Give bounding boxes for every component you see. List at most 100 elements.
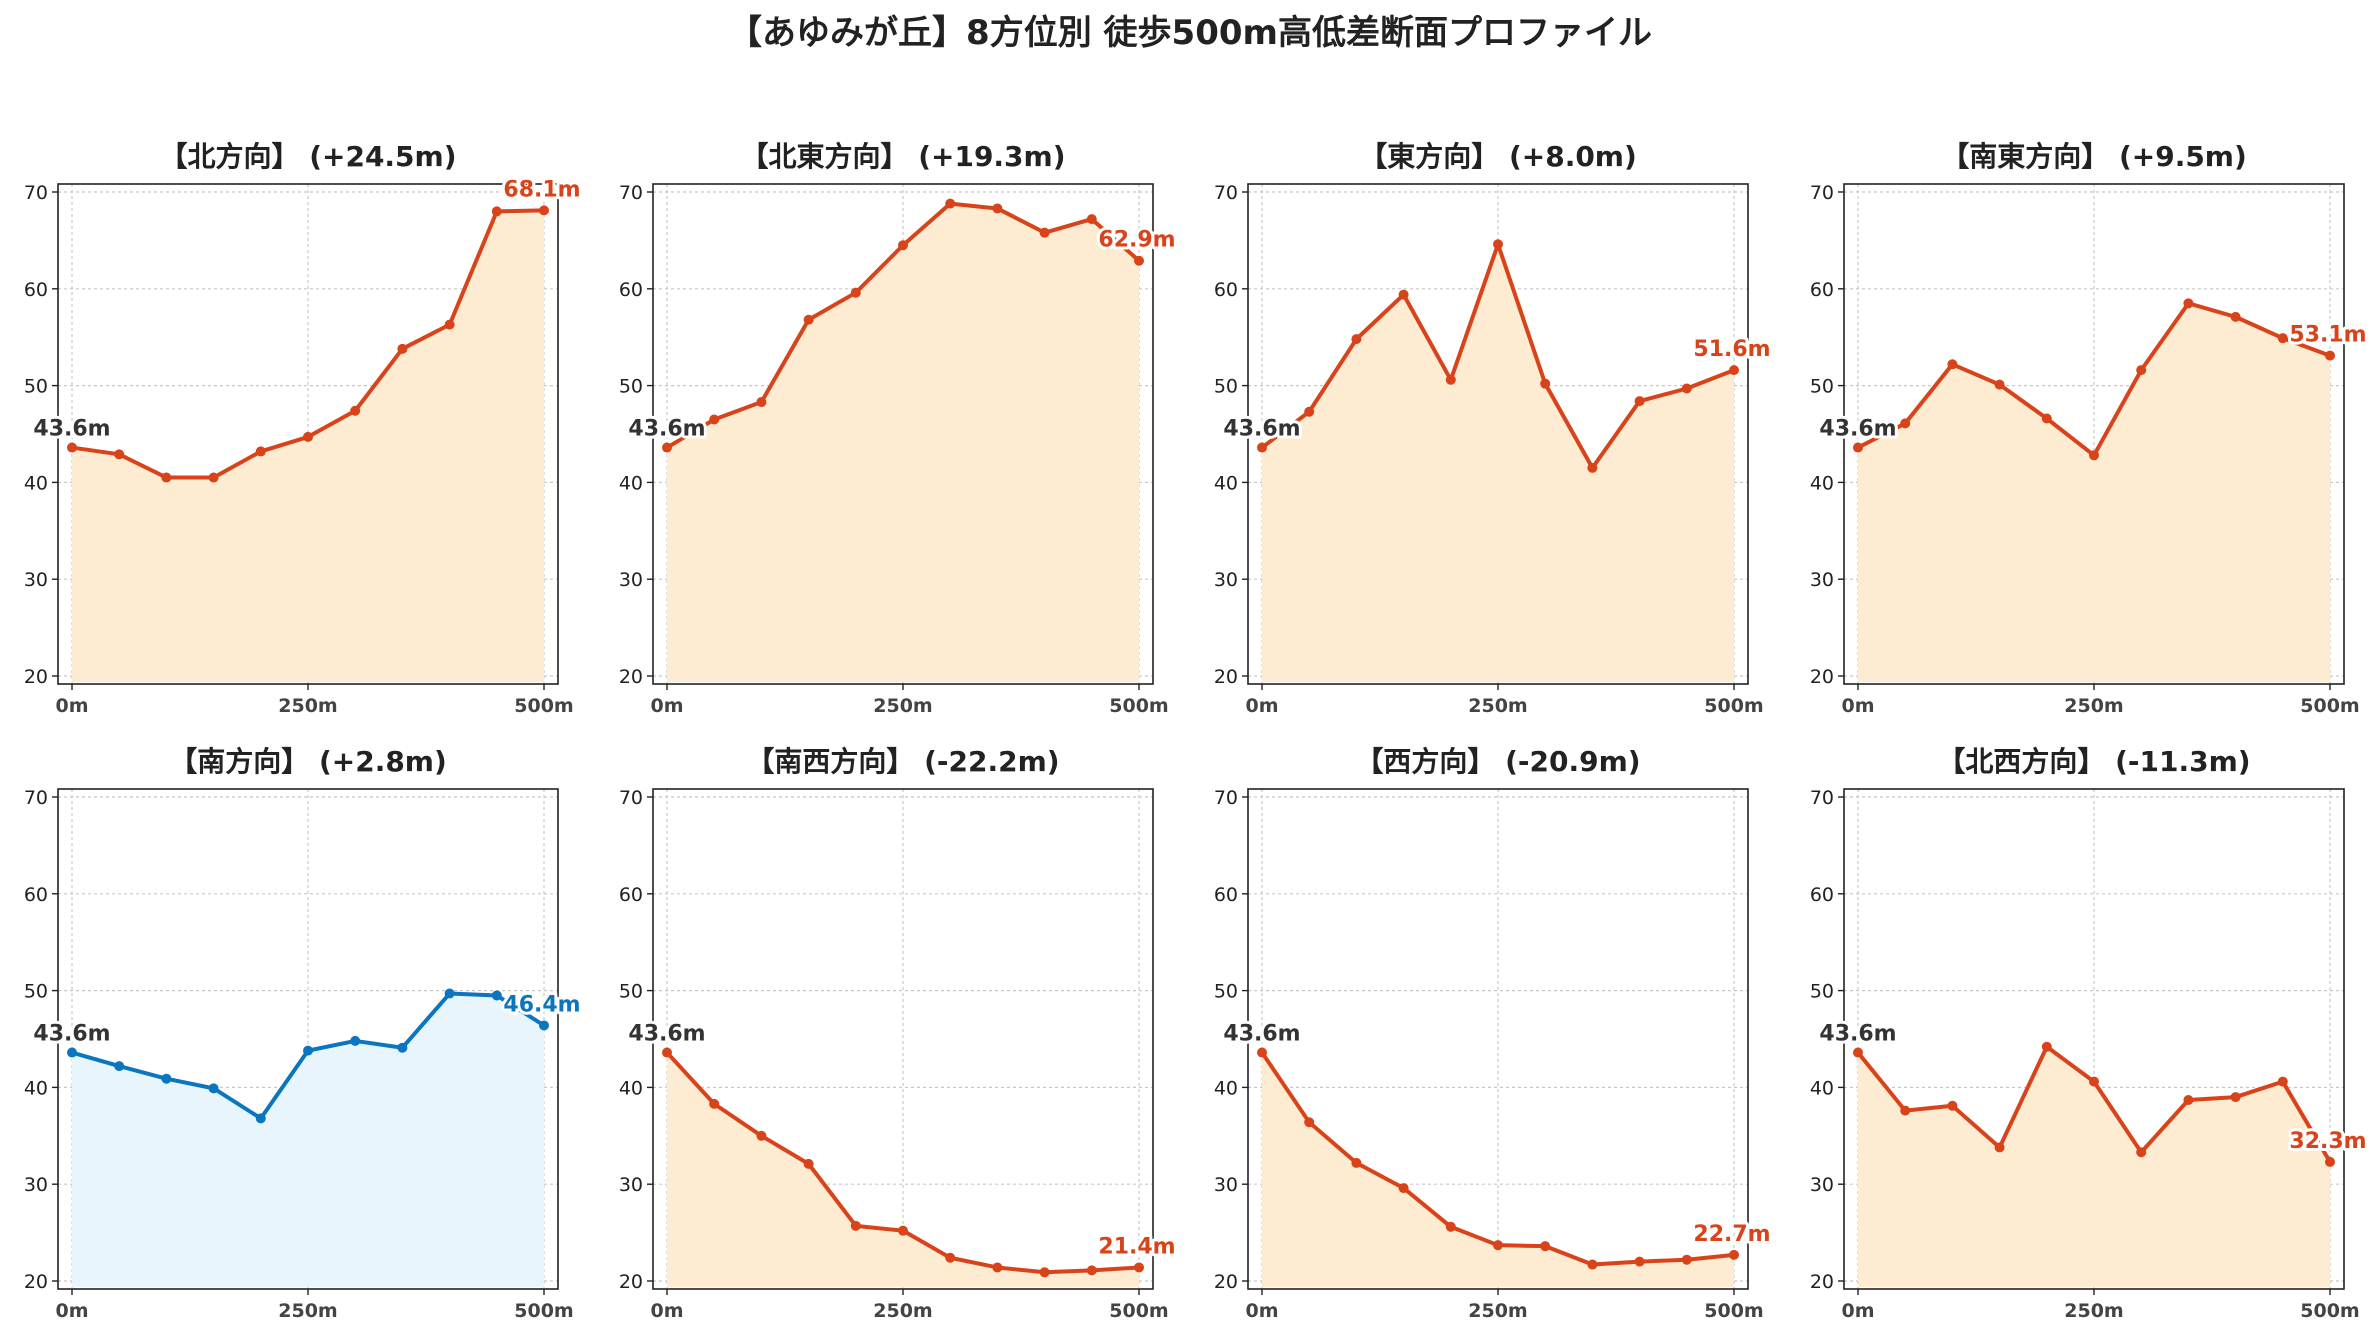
y-tick-label: 50 (619, 376, 643, 398)
y-tick-label: 30 (619, 569, 643, 591)
y-tick-label: 40 (24, 1077, 48, 1099)
y-tick-label: 40 (1810, 1077, 1834, 1099)
elevation-point (350, 405, 361, 416)
elevation-point (1634, 1256, 1645, 1267)
elevation-area (72, 210, 544, 682)
elevation-point (350, 1035, 361, 1046)
elevation-point (2089, 1076, 2099, 1087)
y-tick-label: 30 (1214, 569, 1238, 591)
y-tick-label: 60 (1810, 884, 1834, 906)
elevation-point (255, 1113, 266, 1124)
elevation-point (2041, 1041, 2052, 1052)
elevation-point (662, 442, 672, 453)
elevation-point (67, 442, 77, 453)
y-tick-label: 60 (619, 279, 643, 301)
elevation-point (1257, 1047, 1267, 1058)
profile-panel: 【北西方向】 (-11.3m) 20 30 40 50 60 70 0m 250m 500m 43.… (1810, 745, 2370, 1322)
y-tick-label: 20 (1810, 666, 1834, 688)
start-elevation-label: 43.6m (1819, 417, 1896, 442)
start-elevation-label: 43.6m (33, 1022, 110, 1047)
y-tick-label: 30 (24, 1174, 48, 1196)
elevation-point (1445, 1221, 1456, 1232)
panel-title: 【東方向】 (+8.0m) (1359, 140, 1637, 173)
y-tick-label: 70 (24, 182, 48, 204)
y-tick-label: 50 (1810, 981, 1834, 1003)
x-tick-label: 0m (1245, 1300, 1278, 1322)
x-tick-label: 0m (55, 695, 88, 717)
elevation-point (539, 205, 549, 216)
elevation-point (2136, 365, 2147, 376)
y-tick-label: 60 (619, 884, 643, 906)
elevation-point (709, 1098, 720, 1109)
elevation-point (1039, 1267, 1050, 1278)
y-tick-label: 40 (24, 472, 48, 494)
elevation-point (2183, 298, 2194, 309)
elevation-point (992, 1262, 1003, 1273)
y-tick-label: 30 (1810, 1174, 1834, 1196)
end-elevation-label: 22.7m (1693, 1222, 1770, 1247)
elevation-point (1681, 383, 1692, 394)
elevation-point (1304, 406, 1315, 417)
x-tick-label: 0m (650, 695, 683, 717)
elevation-point (1729, 365, 1739, 376)
elevation-point (208, 1083, 219, 1094)
x-tick-label: 500m (1704, 695, 1763, 717)
elevation-area (72, 993, 544, 1287)
elevation-point (803, 1158, 814, 1169)
elevation-point (2230, 1092, 2241, 1103)
end-elevation-label: 32.3m (2289, 1129, 2366, 1154)
y-tick-label: 50 (619, 981, 643, 1003)
x-tick-label: 250m (873, 1300, 932, 1322)
elevation-point (67, 1047, 77, 1058)
panel-title: 【南方向】 (+2.8m) (169, 745, 447, 778)
start-elevation-label: 43.6m (1223, 417, 1300, 442)
x-tick-label: 500m (1109, 695, 1168, 717)
y-tick-label: 50 (24, 981, 48, 1003)
panel-title: 【北東方向】 (+19.3m) (740, 140, 1065, 173)
y-tick-label: 70 (24, 787, 48, 809)
start-elevation-label: 43.6m (1819, 1022, 1896, 1047)
profile-panel: 【北東方向】 (+19.3m) 20 30 40 50 60 70 0m 250m 500m 43.… (619, 140, 1179, 717)
elevation-point (1351, 1157, 1362, 1168)
elevation-point (397, 343, 408, 354)
y-tick-label: 70 (619, 787, 643, 809)
elevation-point (444, 319, 455, 330)
elevation-point (1540, 1241, 1551, 1252)
x-tick-label: 250m (278, 695, 337, 717)
elevation-point (491, 206, 502, 217)
y-tick-label: 70 (619, 182, 643, 204)
elevation-point (1493, 239, 1503, 250)
elevation-point (992, 203, 1003, 214)
figure-title: 【あゆみが丘】8方位別 徒歩500m高低差断面プロファイル (728, 13, 1652, 53)
elevation-point (161, 472, 172, 483)
elevation-point (1994, 379, 2005, 390)
elevation-point (303, 431, 313, 442)
elevation-point (898, 1225, 908, 1236)
x-tick-label: 0m (1841, 695, 1874, 717)
elevation-point (161, 1073, 172, 1084)
elevation-point (2277, 1076, 2288, 1087)
y-tick-label: 70 (1214, 787, 1238, 809)
x-tick-label: 0m (650, 1300, 683, 1322)
y-tick-label: 50 (1810, 376, 1834, 398)
start-elevation-label: 43.6m (33, 417, 110, 442)
y-tick-label: 20 (1810, 1271, 1834, 1293)
y-tick-label: 30 (24, 569, 48, 591)
elevation-point (2089, 450, 2099, 461)
y-tick-label: 20 (24, 666, 48, 688)
y-tick-label: 20 (619, 1271, 643, 1293)
start-elevation-label: 43.6m (1223, 1022, 1300, 1047)
x-tick-label: 500m (1109, 1300, 1168, 1322)
elevation-point (1134, 255, 1144, 266)
elevation-point (1540, 378, 1551, 389)
elevation-point (1398, 289, 1409, 300)
elevation-point (709, 414, 720, 425)
end-elevation-label: 53.1m (2289, 323, 2366, 348)
elevation-point (1134, 1262, 1144, 1273)
elevation-point (1947, 359, 1958, 370)
y-tick-label: 40 (619, 472, 643, 494)
end-elevation-label: 46.4m (503, 992, 580, 1017)
elevation-point (1729, 1249, 1739, 1260)
elevation-point (1853, 1047, 1863, 1058)
elevation-area (1262, 1052, 1734, 1287)
